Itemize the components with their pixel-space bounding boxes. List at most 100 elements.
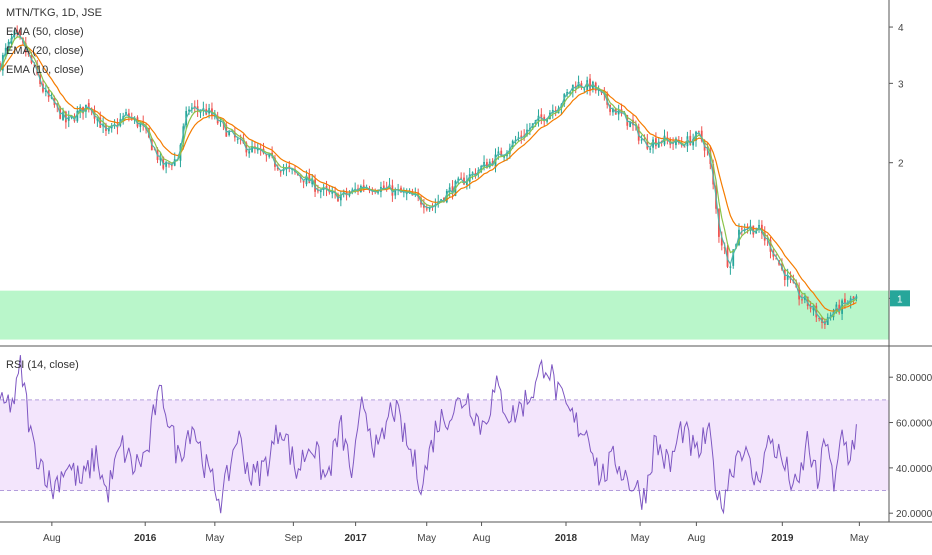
ema20-legend: EMA (20, close) (6, 45, 84, 57)
candle-body (279, 171, 282, 173)
candle-body (107, 128, 110, 132)
candle-body (196, 106, 199, 111)
candle-body (812, 305, 815, 311)
candle-body (219, 120, 222, 123)
candle-body (159, 156, 162, 161)
candle-body (139, 123, 142, 127)
time-tick-label: May (417, 533, 436, 544)
candle-body (236, 138, 239, 140)
candle-body (700, 130, 703, 141)
candle-body (732, 249, 735, 266)
rsi-line (0, 355, 857, 515)
candle-body (64, 111, 67, 123)
candle-body (170, 165, 173, 167)
price-marker-label: 1 (897, 294, 903, 305)
candle-body (852, 296, 855, 299)
candle-body (500, 150, 503, 156)
candle-body (325, 186, 328, 190)
candle-body (826, 317, 829, 325)
candle-body (632, 119, 634, 126)
candle-body (19, 31, 21, 38)
time-tick-label: May (205, 533, 224, 544)
rsi-band (0, 399, 889, 491)
candle-body (755, 230, 758, 234)
candle-body (629, 121, 632, 127)
candle-body (740, 228, 743, 230)
candle-body (311, 178, 314, 185)
candle-body (50, 97, 53, 99)
candle-body (786, 275, 789, 280)
candle-body (317, 190, 319, 192)
candle-body (649, 148, 652, 150)
chart-title: MTN/TKG, 1D, JSE (6, 7, 102, 19)
rsi-legend: RSI (14, close) (6, 359, 79, 371)
candle-body (87, 102, 90, 108)
candle-body (543, 116, 546, 122)
time-tick-label: Aug (43, 533, 61, 544)
price-tick-label: 2 (898, 159, 904, 170)
time-tick-label: Sep (284, 533, 302, 544)
candle-body (746, 227, 749, 229)
candle-body (345, 191, 348, 196)
candle-body (377, 192, 379, 194)
candle-body (775, 258, 778, 260)
time-tick-label: 2018 (555, 533, 578, 544)
ema20-line (0, 36, 857, 321)
price-marker-box (890, 290, 910, 307)
candle-body (268, 154, 271, 157)
candle-body (589, 78, 591, 91)
candle-body (228, 131, 231, 136)
time-tick-label: 2016 (134, 533, 157, 544)
rsi-tick-label: 20.0000 (896, 509, 932, 520)
candle-body (465, 180, 468, 185)
candle-body (729, 266, 732, 268)
candle-body (463, 177, 465, 185)
candle-body (276, 167, 279, 170)
time-tick-label: Aug (687, 533, 705, 544)
candle-body (537, 115, 540, 122)
candle-body (127, 113, 130, 118)
candle-body (689, 135, 692, 145)
candle-body (675, 138, 677, 146)
candle-body (348, 193, 351, 196)
candle-body (199, 111, 202, 113)
candle-body (652, 139, 654, 148)
time-tick-label: May (850, 533, 869, 544)
candle-body (16, 29, 19, 34)
candle-body (76, 110, 79, 122)
candle-body (697, 131, 700, 133)
time-tick-label: Aug (473, 533, 491, 544)
candle-body (67, 116, 70, 121)
candle-body (818, 318, 821, 320)
ema10-legend: EMA (10, close) (6, 64, 84, 76)
candle-body (405, 193, 408, 195)
candle-body (801, 299, 803, 301)
candle-body (291, 168, 294, 170)
candle-body (806, 296, 809, 307)
candle-body (428, 207, 431, 210)
candle-body (33, 64, 36, 66)
candle-body (683, 146, 686, 148)
time-tick-label: May (631, 533, 650, 544)
rsi-tick-label: 60.0000 (896, 419, 932, 430)
candle-body (425, 208, 428, 210)
candle-body (148, 127, 150, 138)
candle-body (82, 106, 84, 114)
candle-body (319, 190, 322, 193)
candle-body (657, 141, 660, 148)
candle-body (251, 146, 253, 153)
candle-body (242, 138, 245, 144)
candle-body (720, 237, 723, 246)
time-tick-label: 2019 (771, 533, 794, 544)
candle-body (692, 138, 695, 146)
candle-body (265, 154, 268, 156)
candle-body (248, 151, 251, 154)
candle-body (62, 112, 64, 120)
candle-body (136, 117, 139, 127)
ema50-legend: EMA (50, close) (6, 26, 84, 38)
candle-body (606, 93, 609, 105)
candle-body (597, 90, 600, 92)
candle-body (362, 185, 365, 188)
